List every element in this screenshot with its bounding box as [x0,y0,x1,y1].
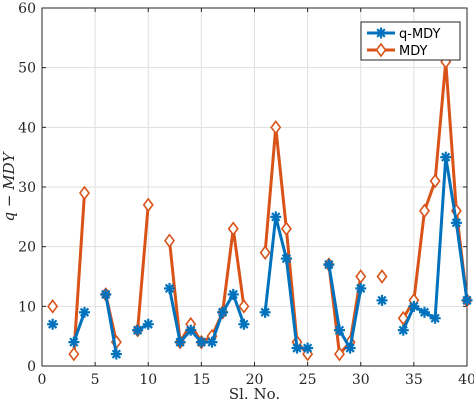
legend-box [360,21,461,61]
x-tick-label: 0 [38,372,47,388]
data-point-q-mdy [270,211,282,223]
data-point-q-mdy [132,324,144,336]
data-point-mdy [238,299,250,314]
data-point-q-mdy [429,312,441,324]
data-point-mdy [142,197,154,213]
data-point-q-mdy [185,324,197,336]
y-tick-label: 60 [18,1,36,17]
data-point-q-mdy [440,151,452,163]
data-point-mdy [227,221,239,237]
data-point-q-mdy [344,342,356,354]
data-point-mdy [419,203,430,219]
legend-label-q-mdy: q-MDY [399,27,440,42]
data-point-q-mdy [164,282,175,294]
data-point-q-mdy [110,348,122,360]
data-point-mdy [68,346,80,362]
y-axis-title: q − MDY [0,150,18,221]
data-point-mdy [280,221,292,237]
y-tick-label: 0 [27,359,36,375]
data-point-q-mdy [47,318,59,330]
data-point-mdy [164,233,175,249]
data-point-mdy [376,269,388,284]
y-tick-label: 50 [18,61,36,77]
x-tick-label: 15 [192,372,210,388]
data-point-q-mdy [206,336,218,348]
series-line-q-mdy [327,264,363,350]
data-point-q-mdy [227,288,239,300]
data-point-q-mdy [355,282,367,294]
data-point-mdy [259,245,271,260]
data-point-q-mdy [217,306,229,318]
y-tick-label: 20 [18,240,36,256]
data-point-q-mdy [142,318,154,330]
data-point-q-mdy [397,324,409,336]
x-tick-label: 35 [405,372,423,388]
x-tick-label: 30 [352,372,370,388]
y-tick-label: 30 [18,180,36,196]
y-tick-label: 10 [18,299,36,315]
data-point-mdy [79,185,90,201]
data-point-q-mdy [461,294,473,306]
data-point-q-mdy [100,288,112,300]
data-point-q-mdy [376,294,388,306]
data-point-mdy [429,173,441,189]
data-point-q-mdy [450,217,462,229]
legend-marker-mdy [375,42,387,58]
data-point-mdy [270,120,282,135]
series-line-mdy [136,204,150,331]
x-tick-label: 40 [458,372,474,388]
data-point-q-mdy [408,300,420,312]
data-point-mdy [334,346,345,362]
data-point-mdy [355,269,367,284]
data-point-q-mdy [79,306,90,318]
x-tick-label: 25 [299,372,317,388]
data-point-q-mdy [68,336,80,348]
series-line-q-mdy [72,311,86,343]
legend-label-mdy: MDY [399,44,428,59]
y-tick-label: 40 [18,120,36,136]
x-tick-label: 20 [246,372,264,388]
x-tick-label: 5 [91,372,100,388]
x-tick-label: 10 [139,372,157,388]
data-point-q-mdy [174,336,186,348]
data-point-q-mdy [323,259,335,271]
data-point-q-mdy [291,342,303,354]
legend-marker-q-mdy [375,27,387,39]
data-point-q-mdy [280,253,292,265]
data-point-mdy [47,299,59,314]
data-point-q-mdy [238,318,250,330]
x-axis-title: Sl. No. [229,385,280,403]
series-line-mdy [72,192,86,355]
data-point-q-mdy [334,324,345,336]
data-point-q-mdy [302,342,314,354]
data-point-q-mdy [195,336,207,348]
data-point-mdy [397,310,409,326]
data-point-q-mdy [419,306,430,318]
data-point-q-mdy [259,306,271,318]
series-line-q-mdy [104,294,118,355]
